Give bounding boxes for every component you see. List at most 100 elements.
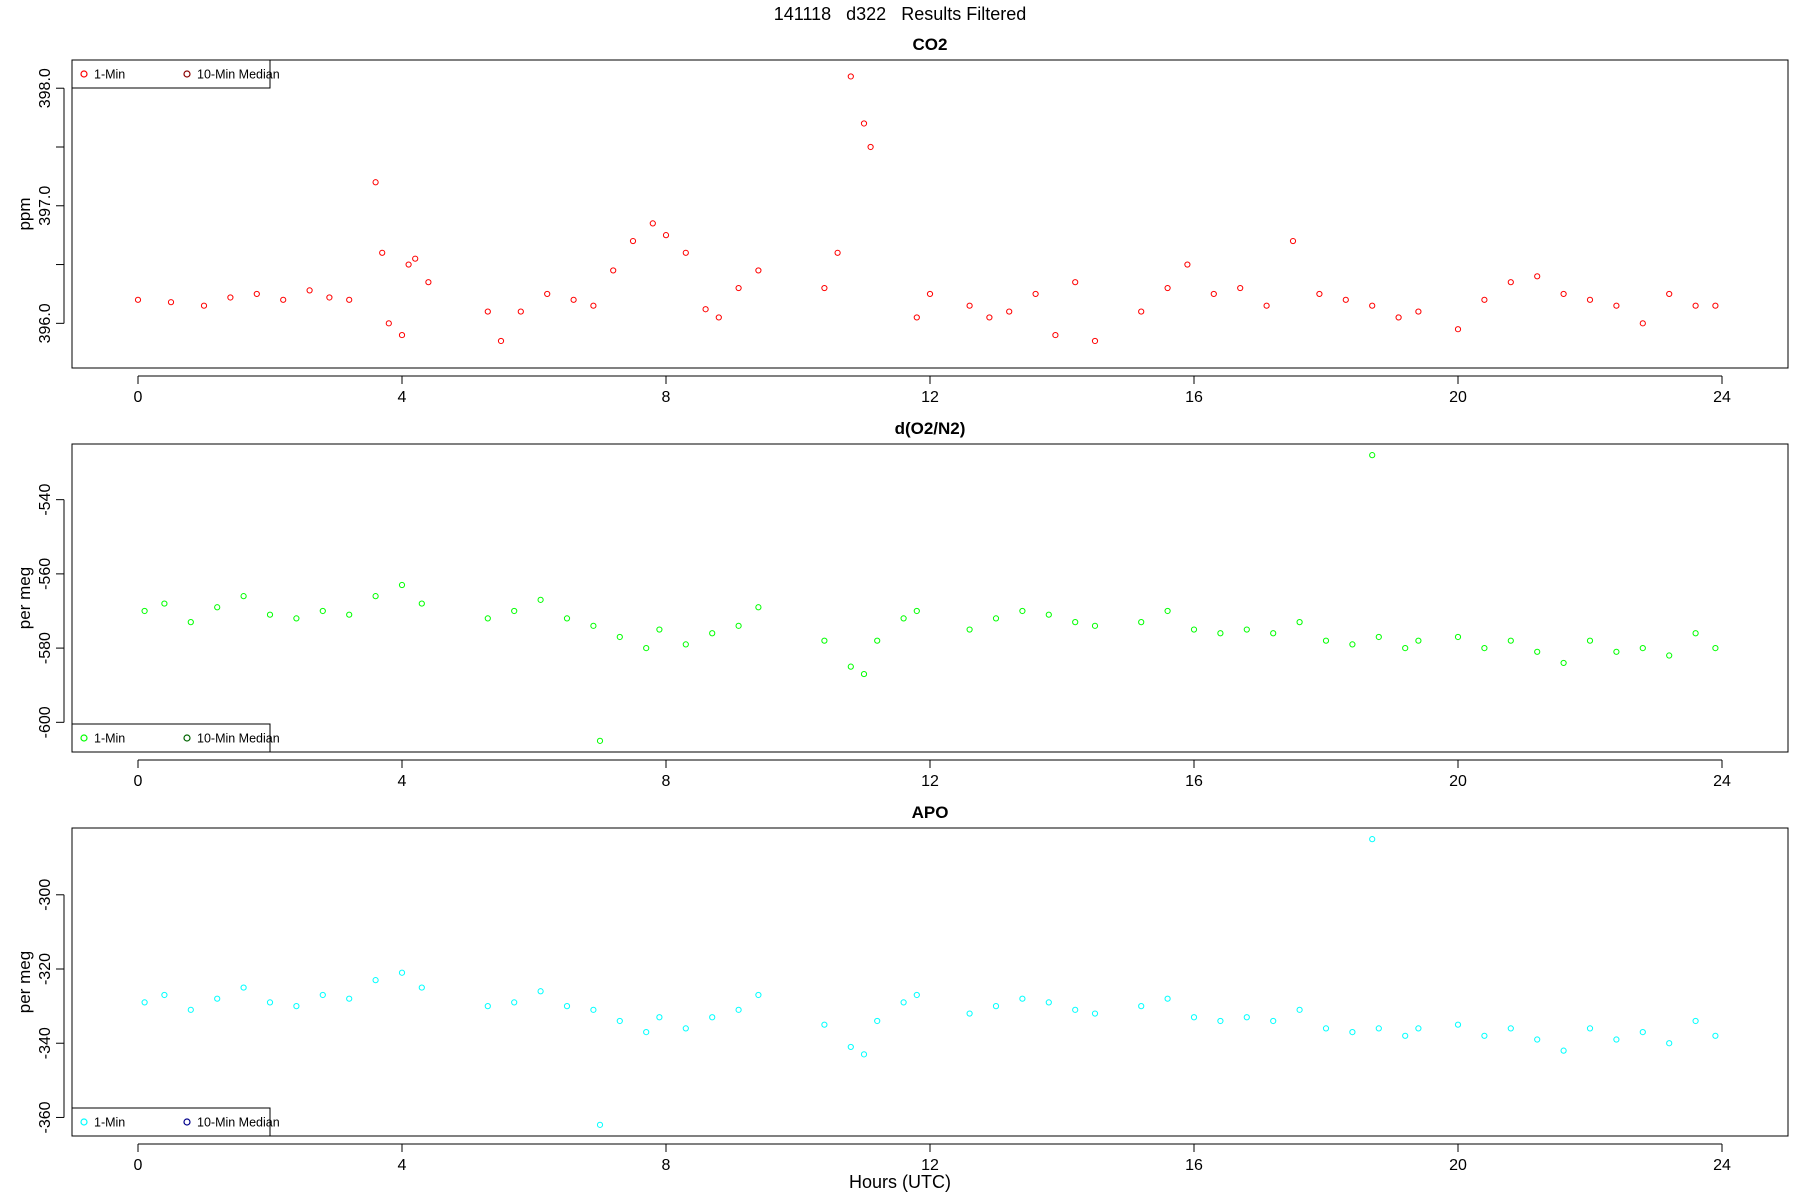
data-point: [537, 596, 544, 603]
data-point: [280, 296, 287, 303]
y-tick-label: -300: [37, 879, 54, 911]
data-point: [735, 284, 742, 292]
data-point: [1507, 637, 1514, 644]
panel-title: d(O2/N2): [895, 419, 966, 438]
data-point: [379, 249, 386, 256]
data-point: [1692, 302, 1699, 309]
data-point: [616, 633, 623, 641]
data-point: [1045, 611, 1052, 618]
x-tick-label: 20: [1449, 773, 1467, 790]
data-point: [1666, 652, 1673, 659]
legend-label: 1-Min: [94, 68, 125, 82]
data-point: [517, 308, 524, 315]
y-tick-label: -360: [37, 1101, 54, 1133]
data-point: [662, 232, 670, 239]
y-tick-label: -340: [37, 1027, 54, 1059]
data-point: [926, 290, 934, 298]
data-point: [1613, 648, 1620, 655]
y-axis-label: per meg: [15, 951, 34, 1013]
data-point: [1415, 637, 1422, 644]
y-tick-label: -320: [37, 953, 54, 985]
data-point: [1322, 637, 1330, 644]
y-axis-label: per meg: [15, 567, 34, 629]
data-point: [141, 607, 148, 615]
data-point: [398, 581, 406, 589]
data-point: [563, 1003, 571, 1010]
data-point: [966, 302, 973, 309]
x-tick-label: 24: [1713, 773, 1731, 790]
data-point: [1237, 284, 1244, 292]
legend-marker: [183, 734, 191, 742]
data-point: [860, 120, 868, 127]
data-point: [847, 1043, 854, 1051]
data-point: [590, 1006, 597, 1013]
data-point: [596, 1121, 604, 1128]
data-point: [656, 626, 663, 633]
data-point: [1369, 836, 1376, 843]
x-axis-label: Hours (UTC): [849, 1172, 951, 1192]
data-point: [1190, 1014, 1198, 1021]
data-point: [821, 284, 828, 292]
data-point: [643, 644, 650, 652]
data-point: [860, 1051, 868, 1058]
data-point: [755, 267, 762, 274]
data-point: [141, 999, 148, 1006]
data-point: [709, 630, 716, 637]
data-point: [1091, 1010, 1099, 1017]
legend-label: 1-Min: [94, 732, 125, 746]
data-point: [1243, 1014, 1250, 1021]
data-point: [1639, 320, 1646, 327]
data-point: [1316, 290, 1323, 298]
y-tick-label: 398.0: [37, 68, 54, 108]
data-point: [1402, 1032, 1409, 1039]
data-point: [266, 999, 274, 1006]
data-point: [405, 261, 412, 268]
data-point: [240, 984, 247, 991]
legend-marker: [80, 1118, 88, 1126]
data-point: [682, 249, 689, 256]
data-point: [484, 308, 491, 315]
legend-marker: [80, 734, 88, 742]
panel-title: CO2: [913, 35, 948, 54]
data-point: [966, 626, 973, 633]
data-point: [847, 73, 854, 80]
data-point: [616, 1017, 623, 1025]
y-tick-label: -540: [37, 484, 54, 516]
data-point: [1415, 1025, 1422, 1032]
x-tick-label: 16: [1185, 389, 1203, 406]
data-point: [372, 593, 379, 600]
x-tick-label: 4: [398, 389, 407, 406]
data-point: [418, 600, 425, 607]
y-tick-label: 396.0: [37, 303, 54, 343]
plot-frame: [71, 59, 1789, 369]
data-point: [1052, 331, 1059, 339]
data-point: [629, 237, 637, 245]
data-point: [484, 1003, 491, 1010]
data-point: [484, 615, 491, 622]
data-point: [1639, 644, 1646, 652]
data-point: [590, 302, 597, 309]
data-point: [1712, 302, 1719, 309]
data-point: [966, 1010, 973, 1017]
data-point: [913, 991, 920, 999]
data-point: [1296, 1006, 1303, 1013]
data-point: [1692, 630, 1699, 637]
data-point: [1560, 1047, 1567, 1054]
x-tick-label: 0: [134, 773, 143, 790]
legend-label: 10-Min Median: [197, 732, 280, 746]
data-point: [1006, 308, 1013, 315]
data-point: [544, 290, 551, 298]
data-point: [590, 622, 597, 629]
data-point: [1454, 326, 1462, 333]
data-point: [1481, 296, 1488, 303]
data-point: [372, 977, 379, 984]
data-point: [200, 302, 208, 309]
data-point: [187, 619, 194, 626]
data-point: [1322, 1025, 1330, 1032]
data-point: [913, 607, 920, 615]
data-point: [266, 611, 274, 618]
data-point: [1032, 290, 1039, 298]
data-point: [821, 1021, 828, 1028]
